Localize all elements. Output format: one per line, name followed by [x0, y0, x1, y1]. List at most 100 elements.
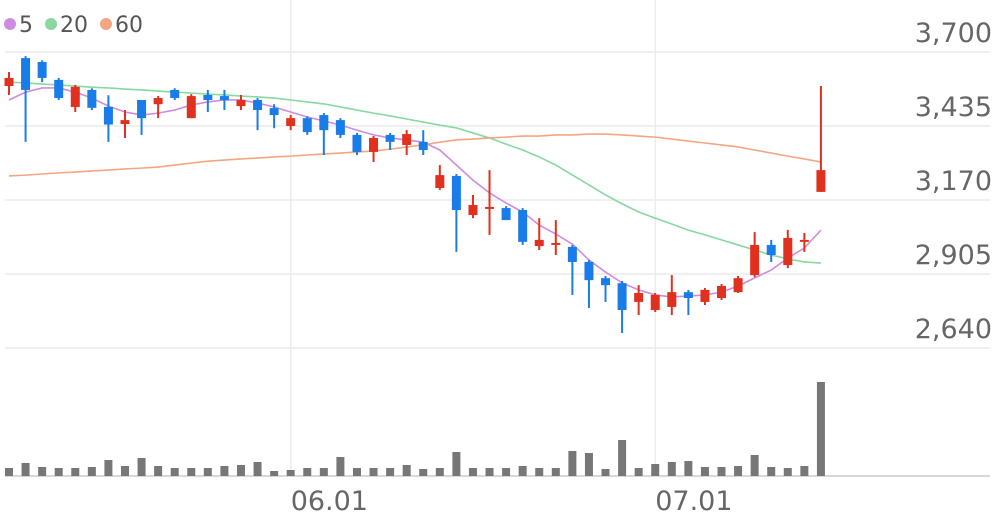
candle-body — [601, 278, 611, 286]
volume-bar — [38, 467, 47, 476]
volume-bar — [584, 453, 593, 476]
y-tick-label: 3,170 — [915, 166, 992, 197]
volume-bar — [700, 467, 709, 476]
candle-body — [203, 94, 213, 100]
candle-body — [485, 206, 495, 209]
candle-body — [253, 99, 263, 111]
candle-body — [551, 242, 561, 245]
volume-bar — [651, 464, 660, 476]
candle-body — [650, 294, 660, 311]
candle-body — [634, 292, 644, 302]
y-tick-label: 3,435 — [915, 92, 992, 123]
x-tick-label: 06.01 — [291, 486, 368, 517]
candle-body — [717, 285, 727, 299]
candle-body — [567, 246, 577, 262]
volume-bar — [618, 440, 627, 476]
volume-bar — [71, 468, 80, 476]
volume-bar — [369, 468, 378, 476]
legend-label: 20 — [60, 13, 88, 38]
volume-bar — [154, 466, 163, 476]
volume-bar — [253, 462, 262, 476]
volume-bar — [120, 466, 129, 476]
candle-body — [468, 205, 478, 216]
x-tick-label: 07.01 — [655, 486, 732, 517]
candle-body — [186, 96, 196, 119]
volume-bar — [800, 466, 809, 476]
candle-body — [87, 89, 97, 108]
volume-bar — [170, 468, 179, 476]
volume-bar — [518, 466, 527, 476]
legend-marker — [4, 18, 16, 30]
candle-body — [534, 239, 544, 247]
ma-line — [8, 87, 822, 298]
volume-bar — [336, 457, 345, 476]
volume-bar — [386, 468, 395, 476]
volume-bar — [187, 468, 196, 476]
volume-bar — [568, 451, 577, 476]
volume-bar — [734, 466, 743, 476]
candle-body — [369, 137, 379, 152]
candle-body — [54, 79, 64, 99]
volume-bar — [667, 462, 676, 476]
candle-body — [435, 175, 445, 188]
volume-bar — [601, 469, 610, 476]
volume-bar — [535, 468, 544, 476]
candle-body — [402, 134, 412, 145]
candle-body — [700, 289, 710, 302]
legend-marker — [45, 18, 57, 30]
volume-bar — [137, 458, 146, 476]
volume-bar — [54, 468, 63, 476]
candle-body — [219, 96, 229, 100]
volume-bar — [419, 469, 428, 476]
candle-body — [766, 244, 776, 255]
candle-body — [103, 106, 113, 125]
candle-body — [319, 115, 329, 131]
candle-body — [501, 208, 511, 221]
candle-body — [750, 244, 760, 276]
volume-bar — [717, 467, 726, 476]
candle-body — [302, 118, 312, 133]
volume-bar — [816, 382, 825, 476]
volume-bar — [220, 466, 229, 476]
volume-bar — [767, 467, 776, 476]
candle-body — [286, 118, 296, 126]
volume-bar — [435, 468, 444, 476]
volume-bar — [634, 468, 643, 476]
volume-bar — [87, 467, 96, 476]
volume-bar — [402, 465, 411, 476]
volume-bar — [783, 468, 792, 476]
volume-bar — [236, 465, 245, 476]
candle-body — [170, 89, 180, 99]
candle-body — [4, 77, 14, 87]
candle-body — [37, 62, 47, 78]
candle-body — [153, 98, 163, 105]
candle-body — [70, 86, 80, 107]
y-tick-label: 2,640 — [915, 314, 992, 345]
candle-body — [799, 239, 809, 242]
volume-bar — [203, 468, 212, 476]
candle-body — [269, 108, 279, 116]
y-tick-label: 2,905 — [915, 240, 992, 271]
candle-body — [617, 283, 627, 311]
candle-body — [451, 175, 461, 211]
legend-label: 60 — [115, 13, 143, 38]
candle-body — [518, 210, 528, 242]
volume-bar — [104, 460, 113, 476]
volume-bar — [551, 468, 560, 476]
candle-body — [584, 261, 594, 281]
volume-bar — [352, 468, 361, 476]
volume-bar — [684, 461, 693, 476]
volume-bar — [21, 463, 30, 476]
volume-bar — [468, 468, 477, 476]
volume-bar — [485, 468, 494, 476]
volume-bar — [750, 455, 759, 476]
candle-body — [120, 120, 130, 125]
candle-body — [683, 292, 693, 299]
candle-body — [783, 237, 793, 266]
candle-body — [236, 99, 246, 107]
volume-bar — [286, 470, 295, 476]
candle-body — [21, 58, 31, 90]
candle-body — [137, 99, 147, 119]
candle-body — [352, 134, 362, 152]
